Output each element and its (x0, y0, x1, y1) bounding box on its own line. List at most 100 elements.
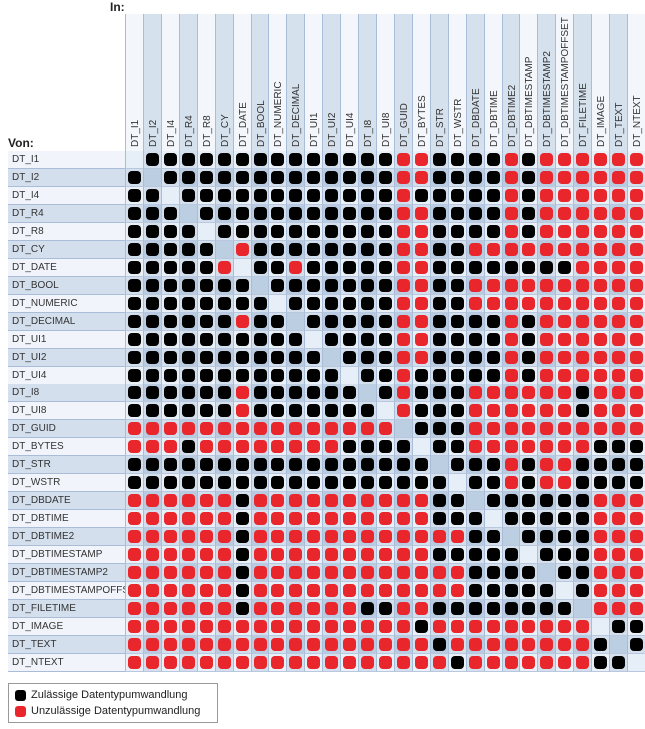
matrix-cell (178, 438, 197, 457)
matrix-cell (411, 456, 430, 475)
allowed-marker-icon (450, 404, 464, 418)
matrix-cell (340, 635, 359, 654)
not-allowed-marker-icon (396, 188, 410, 202)
allowed-marker-icon (145, 368, 159, 382)
matrix-cell (447, 474, 466, 493)
matrix-cell (196, 635, 215, 654)
matrix-cell (268, 528, 287, 547)
matrix-cell (214, 258, 233, 277)
matrix-cell (214, 186, 233, 205)
allowed-marker-icon (253, 350, 267, 364)
matrix-cell (501, 151, 520, 169)
not-allowed-marker-icon (199, 440, 213, 454)
matrix-cell (160, 312, 179, 331)
matrix-cell (250, 168, 269, 187)
not-allowed-marker-icon (486, 422, 500, 436)
allowed-marker-icon (361, 404, 375, 418)
not-allowed-marker-icon (145, 602, 159, 615)
matrix-cell (519, 546, 538, 565)
matrix-cell (214, 240, 233, 259)
matrix-cell (573, 492, 592, 511)
matrix-cell (501, 204, 520, 223)
allowed-marker-icon (163, 224, 177, 238)
allowed-marker-icon (343, 278, 357, 292)
matrix-cell (286, 186, 305, 205)
matrix-cell (591, 420, 610, 439)
not-allowed-marker-icon (558, 422, 572, 436)
matrix-cell (519, 582, 538, 601)
matrix-cell (537, 366, 556, 385)
allowed-marker-icon (450, 350, 464, 364)
not-allowed-marker-icon (594, 566, 608, 580)
matrix-cell (501, 186, 520, 205)
matrix-cell (483, 330, 502, 349)
matrix-cell (573, 474, 592, 493)
not-allowed-marker-icon (504, 188, 518, 202)
matrix-cell (609, 366, 628, 385)
allowed-marker-icon (612, 440, 626, 454)
not-allowed-marker-icon (630, 548, 644, 562)
matrix-cell (232, 276, 251, 295)
matrix-cell (501, 600, 520, 618)
allowed-marker-icon (325, 476, 339, 490)
not-allowed-marker-icon (504, 637, 518, 651)
matrix-cell (196, 151, 215, 169)
not-allowed-marker-icon (576, 422, 590, 436)
not-allowed-marker-icon (128, 655, 141, 669)
matrix-cell (393, 402, 412, 421)
matrix-cell (178, 653, 197, 672)
not-allowed-marker-icon (199, 548, 213, 562)
not-allowed-marker-icon (468, 655, 482, 669)
not-allowed-marker-icon (576, 440, 590, 454)
matrix-cell (268, 258, 287, 277)
matrix-cell (429, 384, 448, 403)
not-allowed-marker-icon (558, 655, 572, 669)
not-allowed-marker-icon (181, 530, 195, 544)
not-allowed-marker-icon (128, 619, 141, 633)
not-allowed-marker-icon (396, 332, 410, 346)
not-allowed-marker-icon (468, 619, 482, 633)
not-allowed-marker-icon (414, 332, 428, 346)
matrix-cell (196, 546, 215, 565)
column-header: DT_UI2 (322, 14, 341, 151)
matrix-cell (358, 204, 377, 223)
not-allowed-marker-icon (414, 296, 428, 310)
not-allowed-marker-icon (630, 296, 644, 310)
not-allowed-marker-icon (289, 494, 303, 508)
allowed-marker-icon (289, 350, 303, 364)
allowed-marker-icon (432, 422, 446, 436)
allowed-marker-icon (468, 476, 482, 490)
allowed-marker-icon (145, 224, 159, 238)
not-allowed-marker-icon (612, 242, 626, 256)
matrix-cell (411, 510, 430, 529)
not-allowed-marker-icon (289, 512, 303, 526)
allowed-marker-icon (289, 332, 303, 346)
allowed-marker-icon (361, 170, 375, 184)
matrix-cell (537, 635, 556, 654)
allowed-marker-icon (558, 602, 572, 615)
allowed-marker-icon (432, 494, 446, 508)
matrix-cell (286, 456, 305, 475)
not-allowed-marker-icon (468, 242, 482, 256)
matrix-cell (609, 276, 628, 295)
not-allowed-marker-icon (594, 153, 608, 166)
not-allowed-marker-icon (450, 530, 464, 544)
matrix-cell (160, 204, 179, 223)
allowed-marker-icon (432, 512, 446, 526)
allowed-marker-icon (343, 458, 357, 472)
matrix-cell (125, 151, 143, 169)
not-allowed-marker-icon (325, 637, 339, 651)
matrix-cell (376, 510, 395, 529)
not-allowed-marker-icon (504, 619, 518, 633)
matrix-cell (411, 438, 430, 457)
matrix-cell (196, 564, 215, 583)
not-allowed-marker-icon (163, 619, 177, 633)
matrix-cell (627, 402, 645, 421)
matrix-cell (178, 600, 197, 618)
matrix-cell (160, 420, 179, 439)
matrix-cell (196, 510, 215, 529)
row-header: DT_I2 (8, 168, 125, 187)
matrix-cell (447, 258, 466, 277)
matrix-cell (196, 312, 215, 331)
allowed-marker-icon (522, 350, 536, 364)
